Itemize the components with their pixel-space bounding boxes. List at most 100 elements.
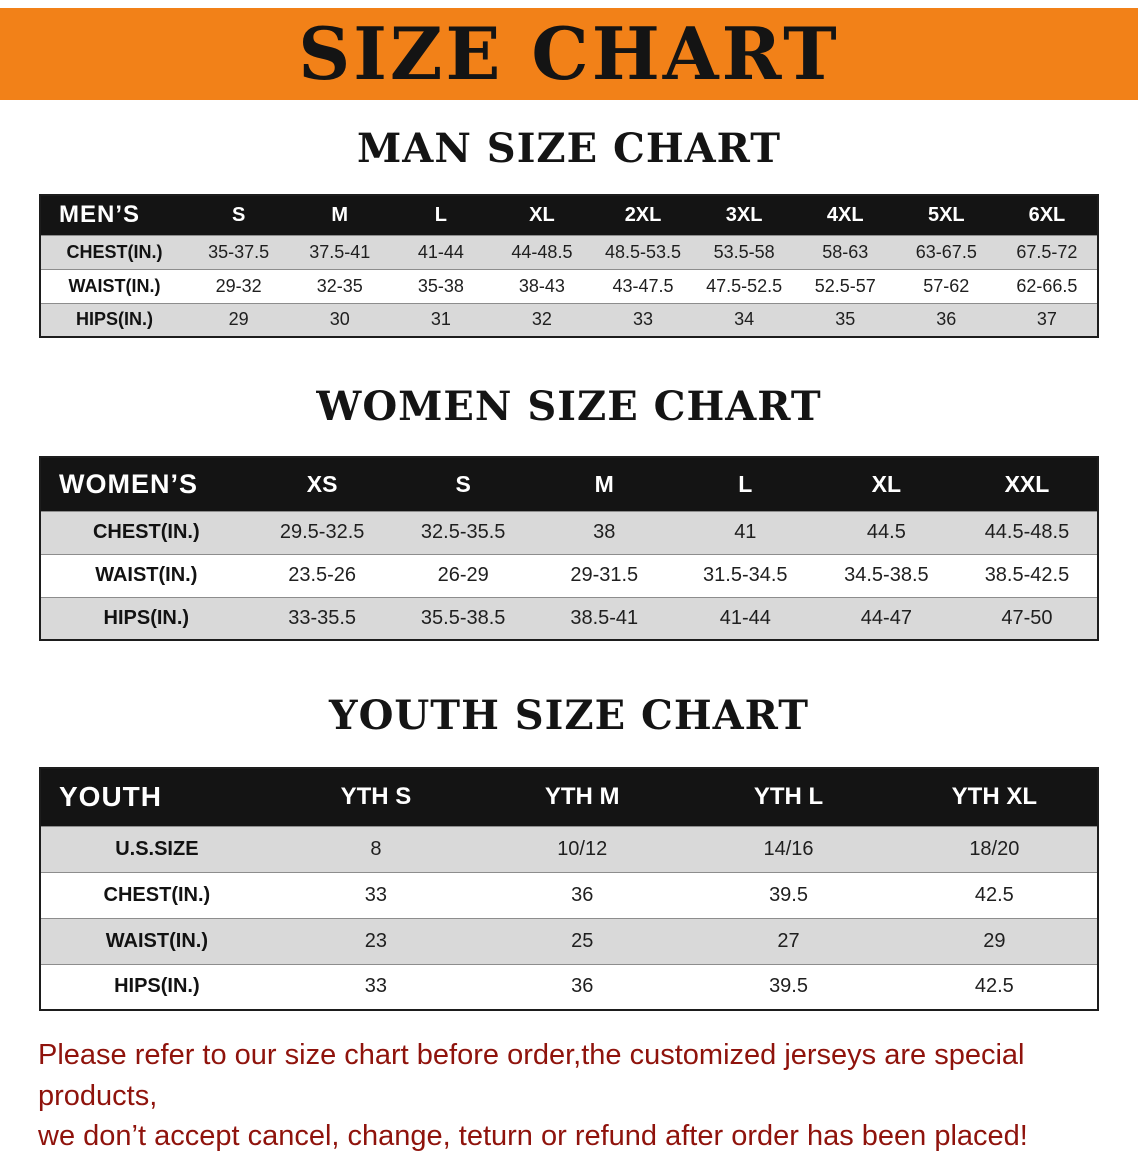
table-cell: 41-44: [417, 241, 464, 262]
table-row: CHEST(IN.) 35-37.5 37.5-41 41-44 44-48.5 48.5…: [40, 235, 1098, 269]
table-cell: 25: [571, 929, 594, 952]
table-cell: 42.5: [974, 975, 1014, 998]
table-cell: 52.5-57: [814, 275, 876, 296]
table-cell: 34.5-38.5: [844, 564, 929, 586]
table-cell: 32: [531, 309, 552, 330]
row-label: HIPS(IN.): [103, 606, 190, 629]
table-cell: 35-38: [417, 275, 464, 296]
column-header: 6XL: [996, 195, 1098, 235]
table-cell: 33-35.5: [288, 606, 357, 629]
women-section-heading: WOMEN SIZE CHART: [316, 383, 822, 430]
size-table: WOMEN’S XS S M L XL XXL CHEST(IN.) 29.5-32.5 32.5…: [39, 456, 1099, 641]
table-cell: 63-67.5: [915, 241, 977, 262]
table-row: HIPS(IN.) 29 30 31 32 33 34 35 36 37: [40, 303, 1098, 337]
table-cell: 36: [571, 975, 594, 998]
table-row: CHEST(IN.) 29.5-32.5 32.5-35.5 38 41 44.5 44.5…: [40, 511, 1098, 554]
table-cell: 35-37.5: [208, 241, 270, 262]
table-cell: 29: [228, 309, 249, 330]
column-header: 5XL: [895, 195, 997, 235]
row-label: HIPS(IN.): [114, 975, 200, 998]
table-cell: 26-29: [437, 564, 489, 586]
banner: SIZE CHART: [0, 8, 1138, 100]
men-section-heading: MAN SIZE CHART: [357, 125, 781, 172]
column-header: M: [289, 195, 391, 235]
disclaimer-line: we don’t accept cancel, change, teturn o…: [38, 1120, 1028, 1153]
table-cell: 29-31.5: [570, 564, 639, 586]
table-cell: 41: [734, 521, 757, 543]
table-cell: 62-66.5: [1016, 275, 1078, 296]
table-cell: 43-47.5: [612, 275, 674, 296]
column-header: YTH XL: [891, 768, 1098, 826]
table-cell: 23: [364, 929, 388, 952]
table-cell: 30: [329, 309, 350, 330]
table-cell: 27: [777, 929, 800, 952]
table-cell: 38.5-41: [570, 606, 639, 629]
men-size-section: MAN SIZE CHART MEN’S S M L XL 2XL 3XL 4XL 5XL 6XL…: [0, 126, 1138, 338]
table-cell: 48.5-53.5: [605, 241, 682, 262]
table-cell: 44.5-48.5: [984, 521, 1070, 543]
table-cell: 38-43: [518, 275, 565, 296]
table-cell: 29: [983, 929, 1006, 952]
column-header: YTH S: [272, 768, 480, 826]
table-cell: 32.5-35.5: [420, 521, 506, 543]
table-cell: 42.5: [974, 883, 1014, 906]
table-cell: 18/20: [969, 837, 1020, 860]
column-header: XL: [491, 195, 593, 235]
row-label: CHEST(IN.): [103, 883, 211, 906]
table-header-row: WOMEN’S XS S M L XL XXL: [40, 457, 1098, 511]
youth-size-table: YOUTH YTH S YTH M YTH L YTH XL U.S.SIZE 8 10/12…: [39, 767, 1099, 1011]
table-row: CHEST(IN.) 33 36 39.5 42.5: [40, 872, 1098, 918]
table-cell: 53.5-58: [713, 241, 775, 262]
table-cell: 32-35: [316, 275, 363, 296]
table-row: HIPS(IN.) 33-35.5 35.5-38.5 38.5-41 41-44 44-…: [40, 597, 1098, 640]
table-title-cell: YOUTH: [40, 768, 273, 826]
column-header: S: [392, 457, 534, 511]
table-cell: 10/12: [557, 837, 608, 860]
table-cell: 67.5-72: [1016, 241, 1078, 262]
column-header: XL: [815, 457, 957, 511]
table-cell: 44-47: [860, 606, 912, 629]
women-size-table: WOMEN’S XS S M L XL XXL CHEST(IN.) 29.5-32.5 32.5…: [39, 456, 1099, 641]
column-header: L: [674, 457, 816, 511]
table-cell: 36: [936, 309, 957, 330]
table-cell: 37: [1036, 309, 1057, 330]
size-table: MEN’S S M L XL 2XL 3XL 4XL 5XL 6XL CHEST(IN.) 35-37…: [39, 194, 1099, 338]
column-header: S: [188, 195, 290, 235]
table-cell: 31.5-34.5: [703, 564, 788, 586]
table-cell: 23.5-26: [288, 564, 357, 586]
table-cell: 35.5-38.5: [420, 606, 506, 629]
column-header: M: [533, 457, 675, 511]
column-header: L: [390, 195, 492, 235]
column-header: XXL: [956, 457, 1098, 511]
row-label: HIPS(IN.): [76, 309, 154, 330]
table-cell: 29-32: [215, 275, 262, 296]
row-label: WAIST(IN.): [95, 564, 198, 586]
column-header: XS: [251, 457, 393, 511]
table-row: WAIST(IN.) 23.5-26 26-29 29-31.5 31.5-34.5 34…: [40, 554, 1098, 597]
column-header: YTH M: [479, 768, 686, 826]
column-header: 2XL: [592, 195, 694, 235]
column-header: 3XL: [693, 195, 795, 235]
table-cell: 33: [364, 975, 388, 998]
table-cell: 29.5-32.5: [279, 521, 365, 543]
table-cell: 34: [734, 309, 755, 330]
table-row: U.S.SIZE 8 10/12 14/16 18/20: [40, 826, 1098, 872]
table-cell: 35: [835, 309, 856, 330]
table-cell: 8: [370, 837, 382, 860]
table-cell: 37.5-41: [309, 241, 371, 262]
table-cell: 39.5: [769, 975, 808, 998]
youth-size-section: YOUTH SIZE CHART YOUTH YTH S YTH M YTH L YTH…: [0, 693, 1138, 1011]
men-size-table: MEN’S S M L XL 2XL 3XL 4XL 5XL 6XL CHEST(IN.) 35-37…: [39, 194, 1099, 338]
disclaimer: Please refer to our size chart before or…: [0, 1035, 1138, 1157]
table-header-row: MEN’S S M L XL 2XL 3XL 4XL 5XL 6XL: [40, 195, 1098, 235]
table-cell: 58-63: [822, 241, 869, 262]
table-title-cell: WOMEN’S: [40, 457, 252, 511]
table-cell: 33: [364, 883, 388, 906]
table-cell: 44.5: [866, 521, 906, 543]
table-cell: 47.5-52.5: [706, 275, 783, 296]
page-title: SIZE CHART: [298, 11, 840, 96]
column-header: 4XL: [794, 195, 896, 235]
table-cell: 44-48.5: [511, 241, 573, 262]
row-label: WAIST(IN.): [68, 275, 161, 296]
